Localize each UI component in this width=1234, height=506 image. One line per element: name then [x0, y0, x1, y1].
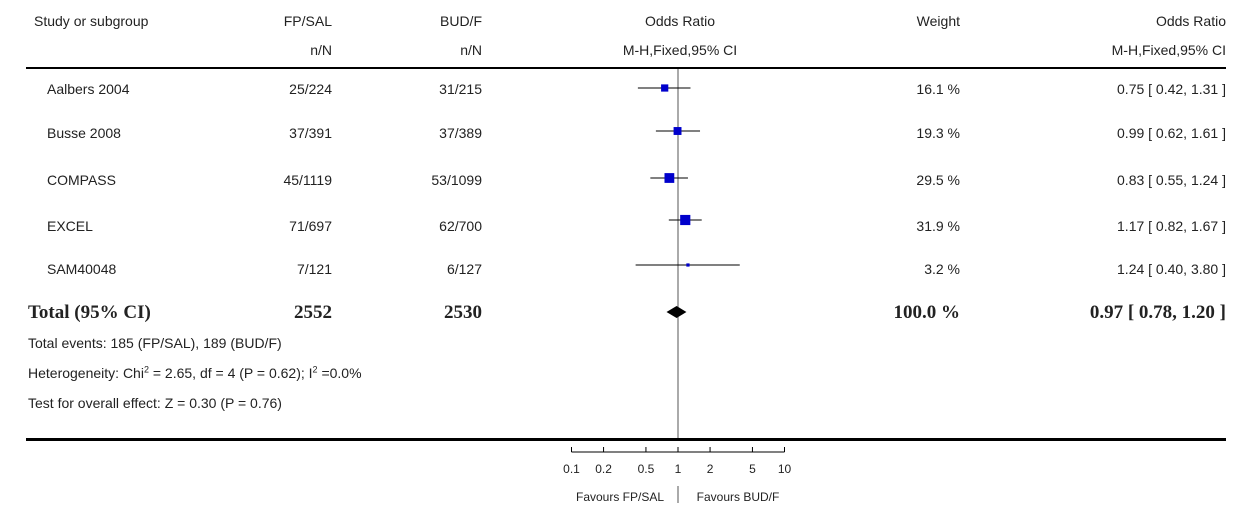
study-fp-sal: 7/121	[296, 261, 332, 277]
axis-tick-label: 1	[674, 462, 682, 476]
header-study: Study or subgroup	[34, 13, 149, 29]
study-bud-f: 53/1099	[431, 172, 482, 188]
axis-tick-label: 0.5	[637, 462, 655, 476]
total-ci-text: 0.97 [ 0.78, 1.20 ]	[1089, 302, 1226, 323]
footnote-events: Total events: 185 (FP/SAL), 189 (BUD/F)	[28, 335, 282, 351]
study-bud-f: 6/127	[446, 261, 482, 277]
study-point-marker	[661, 84, 669, 92]
study-fp-sal: 37/391	[289, 125, 332, 141]
study-name: COMPASS	[47, 172, 116, 188]
axis-tick-label: 0.1	[563, 462, 580, 476]
header-divider	[26, 67, 1226, 69]
study-fp-sal: 45/1119	[283, 172, 332, 188]
footnote-overall-effect: Test for overall effect: Z = 0.30 (P = 0…	[28, 395, 282, 411]
study-name: Aalbers 2004	[47, 81, 130, 97]
header-weight: Weight	[916, 13, 960, 29]
header-odds-ratio-sub: M-H,Fixed,95% CI	[622, 42, 738, 58]
study-name: EXCEL	[47, 218, 93, 234]
study-fp-sal: 25/224	[289, 81, 332, 97]
pooled-diamond	[666, 306, 687, 318]
favours-left-label: Favours FP/SAL	[575, 490, 665, 504]
study-name: SAM40048	[47, 261, 117, 277]
total-bud-f: 2530	[444, 302, 482, 323]
axis-tick-label: 0.2	[595, 462, 612, 476]
study-point-marker	[680, 214, 691, 226]
study-bud-f: 62/700	[439, 218, 482, 234]
footnote-heterogeneity: Heterogeneity: Chi2 = 2.65, df = 4 (P = …	[28, 364, 362, 381]
header-bud-f: BUD/F	[440, 13, 482, 29]
study-point-marker	[686, 263, 690, 267]
study-point-marker	[664, 173, 675, 183]
total-label: Total (95% CI)	[28, 302, 151, 323]
total-fp-sal: 2552	[294, 302, 332, 323]
study-bud-f: 31/215	[439, 81, 482, 97]
study-fp-sal: 71/697	[289, 218, 332, 234]
header-odds-ratio: Odds Ratio	[644, 13, 716, 29]
favours-right-label: Favours BUD/F	[696, 490, 780, 504]
study-weight: 16.1 %	[916, 81, 960, 97]
study-ci-text: 0.83 [ 0.55, 1.24 ]	[1117, 172, 1226, 188]
study-weight: 19.3 %	[916, 125, 960, 141]
header-bud-f-sub: n/N	[460, 42, 482, 58]
bottom-divider	[26, 438, 1226, 441]
header-odds-ratio-ci: Odds Ratio	[1155, 13, 1226, 29]
study-point-marker	[673, 127, 682, 135]
study-weight: 29.5 %	[916, 172, 960, 188]
study-bud-f: 37/389	[439, 125, 482, 141]
study-ci-text: 1.17 [ 0.82, 1.67 ]	[1117, 218, 1226, 234]
header-odds-ratio-ci-sub: M-H,Fixed,95% CI	[1111, 42, 1226, 58]
header-fp-sal: FP/SAL	[283, 13, 332, 29]
header-fp-sal-sub: n/N	[310, 42, 332, 58]
axis-tick-label: 2	[706, 462, 714, 476]
study-weight: 31.9 %	[916, 218, 960, 234]
total-weight: 100.0 %	[893, 302, 961, 323]
study-name: Busse 2008	[47, 125, 121, 141]
axis-tick-label: 10	[777, 462, 792, 476]
study-weight: 3.2 %	[924, 261, 960, 277]
study-ci-text: 1.24 [ 0.40, 3.80 ]	[1117, 261, 1226, 277]
study-ci-text: 0.75 [ 0.42, 1.31 ]	[1117, 81, 1226, 97]
axis-tick-label: 5	[749, 462, 756, 476]
study-ci-text: 0.99 [ 0.62, 1.61 ]	[1117, 125, 1226, 141]
